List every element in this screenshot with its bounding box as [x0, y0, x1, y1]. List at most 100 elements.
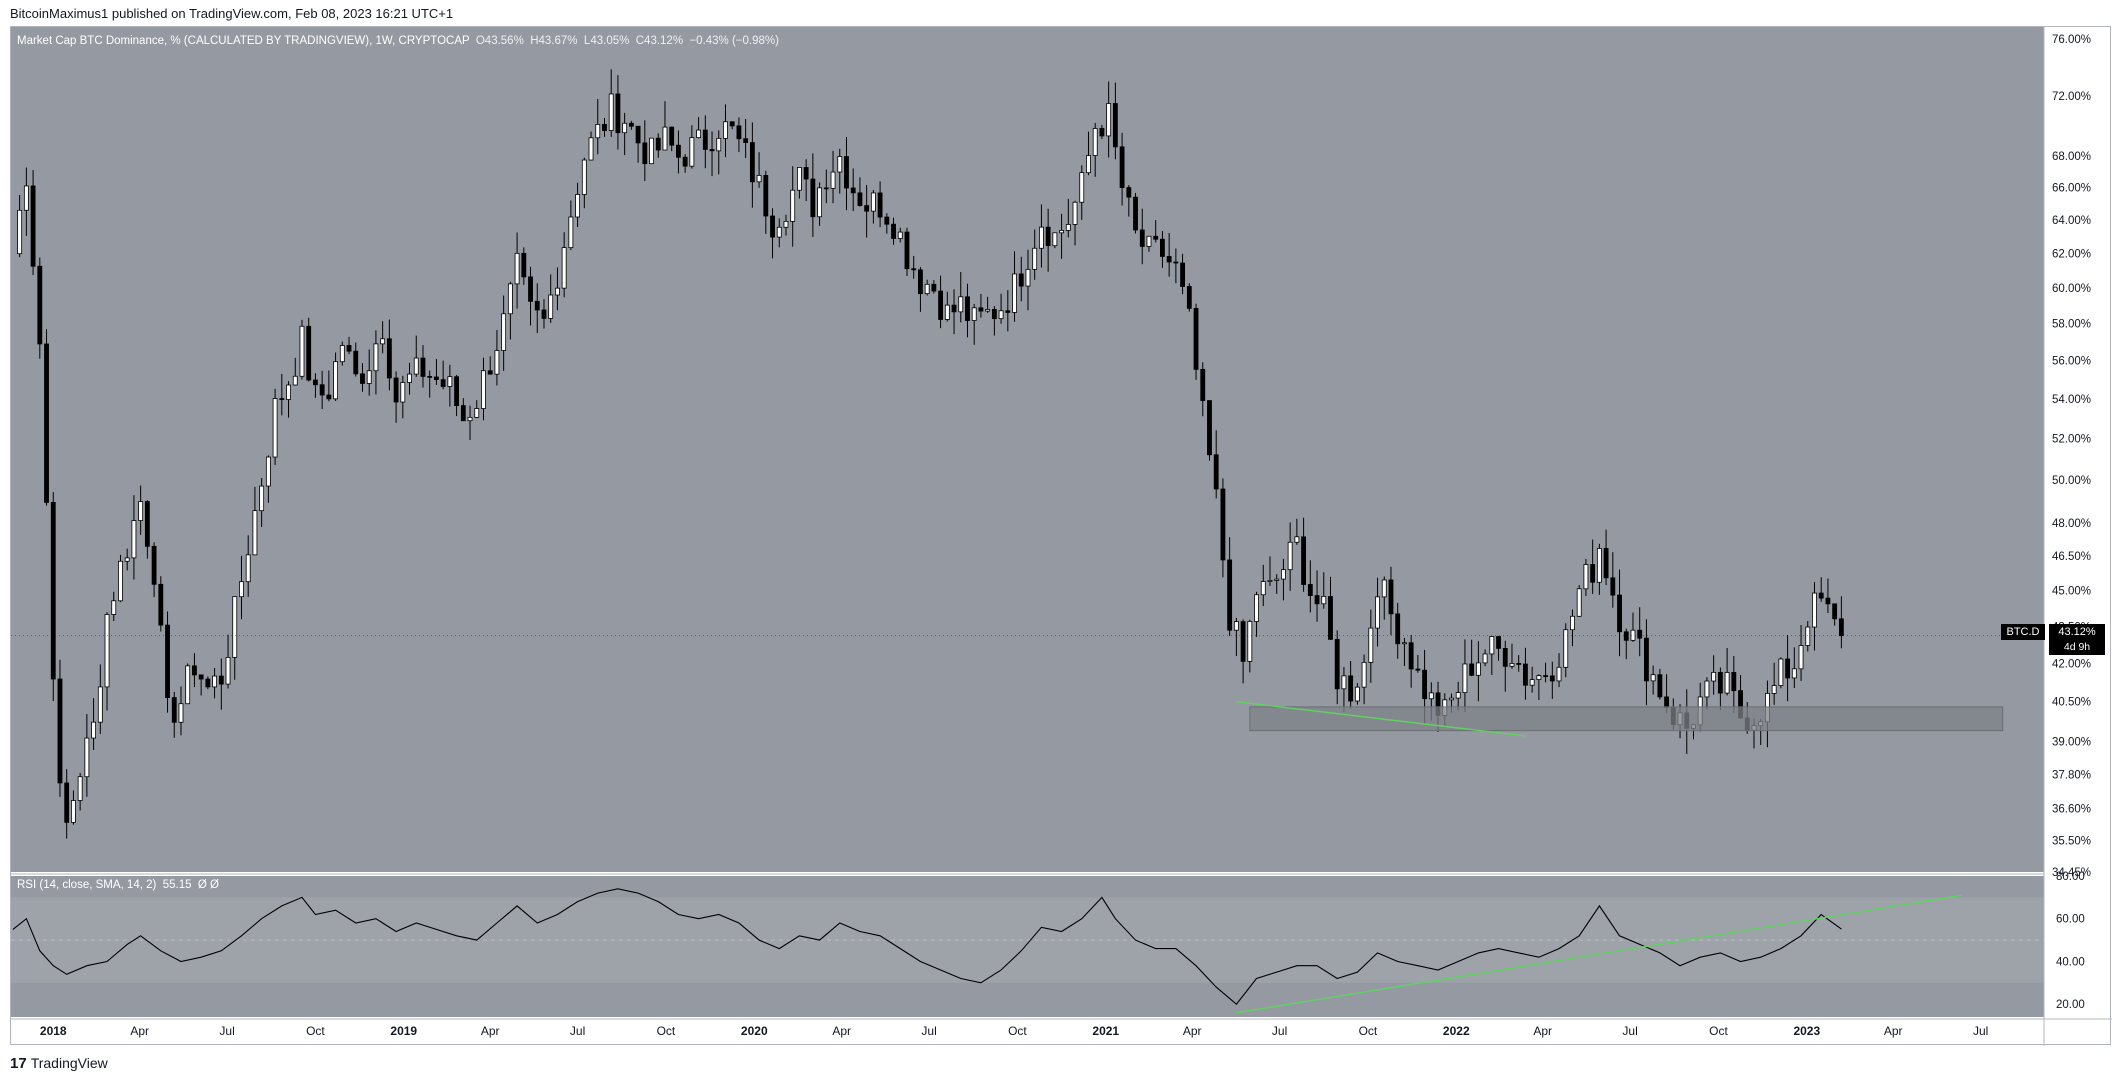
candle [467, 416, 473, 422]
candle [1240, 621, 1246, 662]
candle [642, 142, 648, 165]
candle [1603, 548, 1609, 579]
candle [561, 247, 567, 289]
candle [951, 304, 957, 313]
candle [655, 137, 661, 151]
price-tick-label: 46.50% [2052, 551, 2091, 563]
change-value: −0.43% (−0.98%) [689, 35, 779, 47]
candle [333, 361, 339, 400]
candle [218, 675, 224, 685]
candle [575, 194, 581, 218]
candle [1361, 661, 1367, 688]
candle [198, 674, 204, 680]
candle [541, 309, 547, 319]
candle [864, 205, 870, 212]
candle [1153, 235, 1159, 240]
price-tick-label: 60.00% [2052, 283, 2091, 295]
candle [1059, 230, 1065, 234]
candle [1220, 488, 1226, 561]
candle [487, 370, 493, 375]
candle [924, 283, 930, 295]
time-tick-label: 2022 [1443, 1024, 1470, 1038]
candle [608, 93, 614, 131]
candle [265, 456, 271, 487]
candle [1570, 615, 1575, 631]
candle [991, 309, 997, 320]
candle [1032, 247, 1038, 270]
candle [420, 357, 426, 377]
candle [57, 678, 63, 784]
rsi-tick-label: 80.00 [2056, 871, 2085, 883]
candle [1328, 596, 1333, 640]
candle [1469, 663, 1475, 676]
price-tick-label: 35.50% [2052, 835, 2091, 847]
candle [1173, 261, 1179, 264]
chart-svg[interactable]: 34.45% 35.50% 36.60% 37.80% 39.00% 40.50% 42.0… [11, 27, 2112, 1046]
candle [797, 167, 802, 191]
time-tick-label: 2020 [741, 1024, 768, 1038]
candle [884, 216, 890, 225]
price-tick-label: 34.45% [2052, 867, 2091, 879]
rsi-legend-value: 55.15 [162, 879, 192, 891]
candle [676, 144, 681, 158]
price-pane[interactable] [11, 27, 2044, 872]
price-tick-label: 36.60% [2052, 803, 2091, 815]
candle [259, 485, 265, 512]
price-trendline[interactable] [1236, 700, 1526, 737]
candle [1731, 672, 1737, 692]
candle [978, 307, 984, 312]
candle [1227, 559, 1233, 631]
candle [97, 686, 103, 723]
candle [481, 370, 486, 409]
candle [178, 703, 184, 723]
time-tick-label: Oct [657, 1024, 676, 1038]
candle [1267, 579, 1273, 582]
candle [830, 171, 836, 189]
support-zone[interactable] [1249, 706, 2004, 732]
candle [1650, 674, 1656, 682]
low-label: L [583, 35, 591, 47]
candle [299, 325, 305, 377]
candle [1321, 596, 1327, 605]
candle [938, 290, 944, 320]
price-tick-label: 54.00% [2052, 394, 2091, 406]
candle [588, 137, 594, 161]
candle [729, 121, 735, 127]
candle [454, 376, 460, 406]
candle [1341, 675, 1347, 690]
candle [1549, 675, 1555, 682]
candle [1818, 592, 1824, 599]
candle [118, 560, 123, 602]
candle [1422, 669, 1428, 700]
candle [1092, 128, 1098, 156]
time-tick-label: Apr [1533, 1024, 1552, 1038]
candle [1368, 627, 1374, 663]
time-tick-label: Jul [1973, 1024, 1988, 1038]
candle [144, 501, 150, 547]
candle [1496, 636, 1501, 649]
rsi-trendline[interactable] [1236, 894, 1963, 1014]
candle [716, 137, 722, 152]
candle [1583, 564, 1589, 590]
candle [1099, 128, 1105, 137]
candle [1301, 536, 1307, 585]
chart-container[interactable]: 34.45% 35.50% 36.60% 37.80% 39.00% 40.50% 42.0… [10, 26, 2112, 1046]
candle [380, 338, 386, 345]
candle [1482, 653, 1488, 664]
candle [165, 624, 170, 698]
candle [555, 287, 560, 296]
candle [702, 129, 708, 150]
candle [1180, 262, 1186, 287]
candle [1146, 235, 1152, 247]
candle [837, 156, 843, 173]
candle [1213, 454, 1219, 490]
candle [50, 501, 56, 680]
candle [158, 583, 164, 626]
candle [319, 384, 325, 396]
candle [232, 596, 238, 658]
tradingview-brand[interactable]: TradingView [30, 1055, 108, 1071]
time-tick-label: Apr [832, 1024, 851, 1038]
candle [252, 510, 258, 556]
candle [1348, 675, 1354, 702]
candle [669, 126, 675, 146]
